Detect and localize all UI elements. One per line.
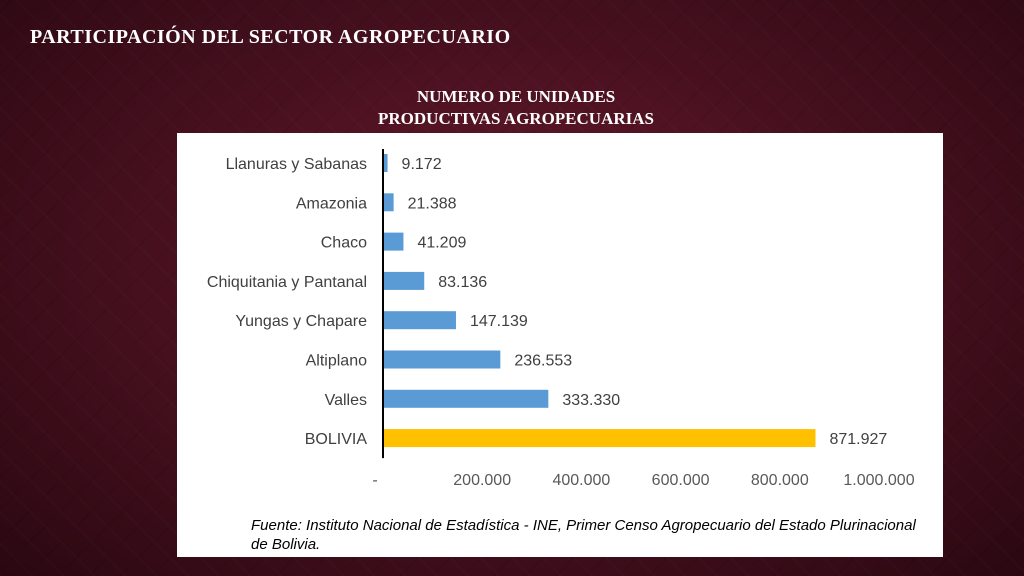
bar: [383, 232, 404, 251]
data-label: 236.553: [514, 353, 572, 370]
category-label: Amazonia: [296, 195, 367, 212]
category-label: Yungas y Chapare: [235, 313, 367, 330]
data-label: 333.330: [562, 392, 620, 409]
category-label: Altiplano: [306, 353, 367, 370]
category-label: Llanuras y Sabanas: [226, 156, 367, 173]
category-label: Valles: [325, 392, 367, 409]
chart-panel: Llanuras y Sabanas 9.172 Amazonia 21.388 Cha…: [177, 133, 943, 557]
source-note: Fuente: Instituto Nacional de Estadístic…: [251, 517, 916, 553]
bar: [383, 311, 456, 330]
bar: [383, 154, 388, 172]
data-label: 871.927: [829, 431, 887, 448]
x-tick-label: 200.000: [453, 472, 511, 489]
data-label: 9.172: [402, 156, 442, 173]
chart-title: NUMERO DE UNIDADES PRODUCTIVAS AGROPECUA…: [300, 86, 732, 130]
data-label: 147.139: [470, 313, 528, 330]
x-tick-label: 600.000: [652, 472, 710, 489]
category-label: Chaco: [321, 235, 367, 252]
bar-chart: Llanuras y Sabanas 9.172 Amazonia 21.388 Cha…: [207, 149, 915, 489]
x-tick-label: 800.000: [751, 472, 809, 489]
x-tick-label: 400.000: [552, 472, 610, 489]
category-label: BOLIVIA: [305, 431, 368, 448]
bar: [383, 389, 549, 408]
bar: [383, 271, 425, 290]
bar: [383, 350, 501, 369]
bar-total: [383, 429, 816, 448]
bar: [383, 193, 394, 212]
chart-title-line-2: PRODUCTIVAS AGROPECUARIAS: [378, 109, 654, 128]
category-label: Chiquitania y Pantanal: [207, 274, 367, 291]
data-label: 41.209: [417, 235, 466, 252]
chart-title-line-1: NUMERO DE UNIDADES: [416, 87, 616, 106]
data-label: 21.388: [408, 195, 457, 212]
slide-title: PARTICIPACIÓN DEL SECTOR AGROPECUARIO: [30, 26, 511, 48]
data-label: 83.136: [438, 274, 487, 291]
x-tick-label: -: [372, 472, 377, 489]
x-tick-label: 1.000.000: [843, 472, 914, 489]
